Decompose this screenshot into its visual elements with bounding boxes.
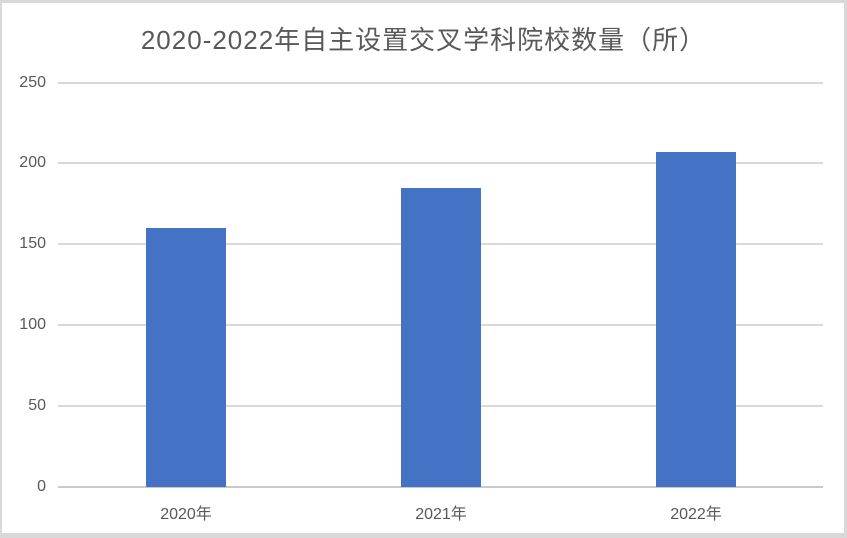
y-tick-label: 200 <box>19 154 46 172</box>
bar-2020年[interactable] <box>146 228 226 487</box>
chart-title: 2020-2022年自主设置交叉学科院校数量（所） <box>140 25 707 55</box>
y-tick-label: 100 <box>19 316 46 334</box>
frame-border-left <box>0 0 2 538</box>
x-category-label: 2021年 <box>415 506 467 523</box>
x-category-label: 2020年 <box>160 506 212 523</box>
y-tick-label: 0 <box>37 478 46 495</box>
gridline <box>58 81 823 84</box>
y-tick-label: 250 <box>19 73 46 91</box>
y-tick-label: 150 <box>19 235 46 253</box>
bar-2022年[interactable] <box>656 152 736 487</box>
bar-2021年[interactable] <box>401 188 481 487</box>
frame-border-top <box>0 0 847 3</box>
frame-border-bottom <box>0 533 847 538</box>
frame-border-right <box>844 0 847 538</box>
y-tick-label: 50 <box>28 397 46 415</box>
gridline <box>58 162 823 165</box>
x-axis-line <box>58 486 823 488</box>
x-category-label: 2022年 <box>670 506 722 523</box>
